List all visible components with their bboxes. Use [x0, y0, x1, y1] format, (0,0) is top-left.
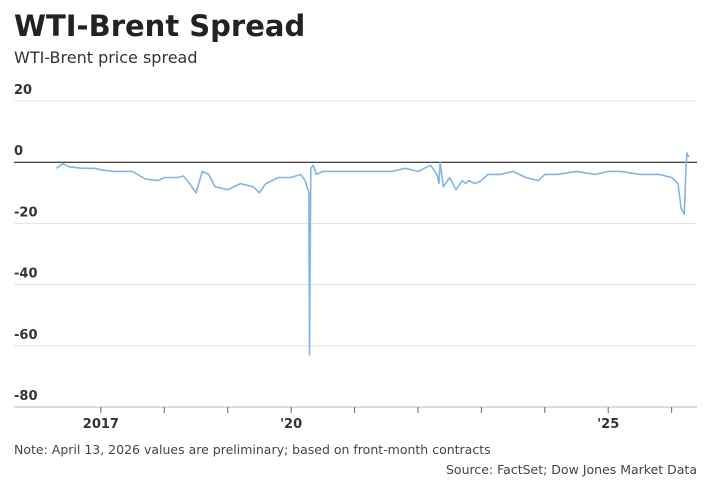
note: Note: April 13, 2026 values are prelimin… — [14, 442, 491, 457]
chart-subtitle: WTI-Brent price spread — [14, 48, 198, 67]
y-tick-label: -60 — [14, 328, 38, 343]
y-tick-label: 20 — [14, 83, 32, 98]
source: Source: FactSet; Dow Jones Market Data — [446, 462, 697, 477]
y-tick-label: -80 — [14, 389, 38, 404]
x-tick-label: 2017 — [83, 417, 119, 432]
chart-title: WTI-Brent Spread — [14, 9, 305, 43]
y-tick-label: -40 — [14, 267, 38, 282]
x-tick-label: '25 — [597, 417, 619, 432]
data-line — [56, 152, 690, 356]
y-tick-label: -20 — [14, 205, 38, 220]
x-tick-label: '20 — [280, 417, 302, 432]
y-tick-label: 0 — [14, 144, 23, 159]
